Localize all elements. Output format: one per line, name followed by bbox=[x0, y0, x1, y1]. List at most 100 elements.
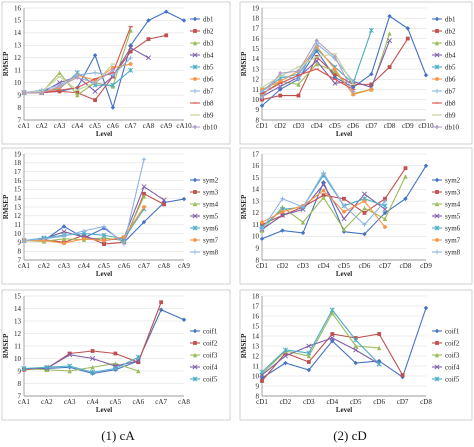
y-tick-label: 19 bbox=[252, 4, 260, 12]
data-point-db7 bbox=[128, 55, 133, 60]
data-point-db6 bbox=[278, 79, 283, 84]
x-tick-label: cD6 bbox=[359, 262, 371, 270]
x-axis-title: Level bbox=[336, 406, 352, 414]
legend-marker-db4 bbox=[434, 52, 440, 58]
legend-marker-coif5 bbox=[434, 376, 440, 382]
data-point-coif5 bbox=[67, 363, 73, 369]
y-tick-label: 13 bbox=[14, 317, 22, 325]
data-point-db1 bbox=[423, 73, 429, 78]
series-line-db4 bbox=[261, 40, 391, 98]
y-tick-label: 13 bbox=[252, 65, 260, 73]
data-point-coif2 bbox=[113, 351, 118, 356]
series-line-db10 bbox=[261, 39, 354, 98]
legend-marker-db2 bbox=[193, 29, 197, 33]
data-point-sym7 bbox=[82, 236, 86, 241]
y-tick-label: 14 bbox=[252, 186, 260, 194]
x-tick-label: cA1 bbox=[18, 262, 30, 270]
legend-label-coif5: coif5 bbox=[445, 375, 460, 383]
x-tick-label: cD6 bbox=[347, 122, 359, 130]
data-point-coif2 bbox=[260, 379, 264, 383]
x-tick-label: cD7 bbox=[365, 122, 377, 130]
legend-label-db4: db4 bbox=[445, 51, 456, 59]
panel-cD-coif: 8 9 10 11 12 13 14 15 16 17 18 cD1 cD2 cD3 cD4 cD5 cD6 cD… bbox=[239, 289, 473, 421]
panel-cA-db: 7 8 9 10 11 12 13 14 15 16 cA1 cA2 cA3 cA4 cA5 cA6 cA7 cA… bbox=[1, 1, 231, 145]
y-tick-label: 14 bbox=[14, 305, 22, 313]
legend-label-db8: db8 bbox=[445, 99, 456, 107]
data-point-coif1 bbox=[181, 317, 187, 322]
x-tick-label: cA3 bbox=[64, 398, 76, 406]
y-tick-label: 10 bbox=[14, 79, 22, 87]
legend-label-coif1: coif1 bbox=[445, 327, 460, 335]
data-point-coif1 bbox=[283, 360, 288, 366]
y-tick-label: 16 bbox=[14, 4, 22, 12]
x-tick-label: cD8 bbox=[420, 398, 432, 406]
data-point-sym8 bbox=[321, 170, 326, 176]
y-tick-label: 17 bbox=[14, 168, 22, 176]
x-tick-label: cA2 bbox=[36, 122, 48, 130]
data-point-db1 bbox=[259, 103, 265, 108]
data-point-sym7 bbox=[260, 220, 264, 225]
x-tick-label: cA6 bbox=[132, 398, 144, 406]
x-tick-label: cD9 bbox=[402, 122, 414, 130]
legend-marker-sym8 bbox=[434, 249, 440, 255]
data-point-db2 bbox=[75, 90, 80, 95]
y-tick-label: 15 bbox=[14, 292, 22, 300]
y-tick-label: 15 bbox=[14, 186, 22, 194]
data-point-db10 bbox=[314, 38, 319, 43]
series-line-db9 bbox=[23, 63, 114, 94]
y-tick-label: 10 bbox=[14, 230, 22, 238]
legend-marker-sym4 bbox=[192, 201, 198, 207]
data-point-coif4 bbox=[135, 358, 141, 364]
x-tick-label: cA6 bbox=[107, 122, 119, 130]
legend-label-sym6: sym6 bbox=[203, 224, 219, 232]
x-axis-title: Level bbox=[96, 406, 112, 414]
y-axis-title: RMSEP bbox=[2, 194, 10, 219]
data-point-sym7 bbox=[280, 209, 285, 214]
data-point-db7 bbox=[296, 77, 301, 82]
data-point-sym2 bbox=[321, 180, 326, 185]
legend-label-db8: db8 bbox=[203, 99, 214, 107]
legend-label-sym7: sym7 bbox=[203, 236, 219, 244]
legend-label-sym3: sym3 bbox=[445, 188, 461, 196]
legend-label-coif3: coif3 bbox=[445, 351, 460, 359]
x-tick-label: cA2 bbox=[41, 398, 53, 406]
data-point-db10 bbox=[21, 90, 27, 95]
data-point-sym8 bbox=[362, 222, 367, 227]
x-tick-label: cD5 bbox=[350, 398, 362, 406]
x-tick-label: cA7 bbox=[125, 122, 137, 130]
y-tick-label: 8 bbox=[256, 392, 260, 400]
data-point-coif5 bbox=[135, 354, 141, 360]
legend-marker-coif1 bbox=[192, 328, 198, 334]
data-point-coif5 bbox=[306, 350, 312, 356]
data-point-coif4 bbox=[329, 335, 335, 341]
y-axis-title: RMSEP bbox=[2, 51, 10, 76]
legend-marker-coif4 bbox=[434, 364, 440, 370]
series-line-db10 bbox=[24, 69, 114, 94]
data-point-sym4 bbox=[61, 236, 67, 241]
data-point-sym3 bbox=[342, 196, 346, 201]
data-point-sym7 bbox=[362, 199, 367, 204]
y-tick-label: 17 bbox=[252, 150, 260, 158]
data-point-db3 bbox=[314, 61, 319, 67]
x-tick-label: cD6 bbox=[373, 398, 385, 406]
data-point-db10 bbox=[332, 54, 338, 60]
x-tick-label: cA4 bbox=[71, 122, 83, 130]
x-tick-label: cA8 bbox=[178, 398, 190, 406]
panel-cD-db: 8 9 10 11 12 13 14 15 16 17 18 19 cD1 cD2 cD3 cD4 cD5 cD6… bbox=[239, 1, 473, 145]
data-point-coif5 bbox=[329, 307, 335, 313]
data-point-coif4 bbox=[306, 343, 312, 349]
data-point-db2 bbox=[278, 93, 283, 98]
legend-marker-db7 bbox=[434, 88, 440, 94]
data-point-db4 bbox=[145, 55, 151, 61]
series-line-coif5 bbox=[261, 309, 380, 373]
data-point-coif4 bbox=[67, 352, 73, 358]
data-point-sym4 bbox=[362, 205, 367, 211]
legend-label-coif2: coif2 bbox=[203, 339, 218, 347]
y-tick-label: 12 bbox=[14, 330, 22, 338]
data-point-sym2 bbox=[141, 219, 147, 225]
data-point-coif3 bbox=[330, 310, 335, 316]
y-tick-label: 9 bbox=[18, 367, 22, 375]
y-tick-label: 8 bbox=[18, 104, 22, 112]
data-point-db3 bbox=[128, 28, 133, 33]
